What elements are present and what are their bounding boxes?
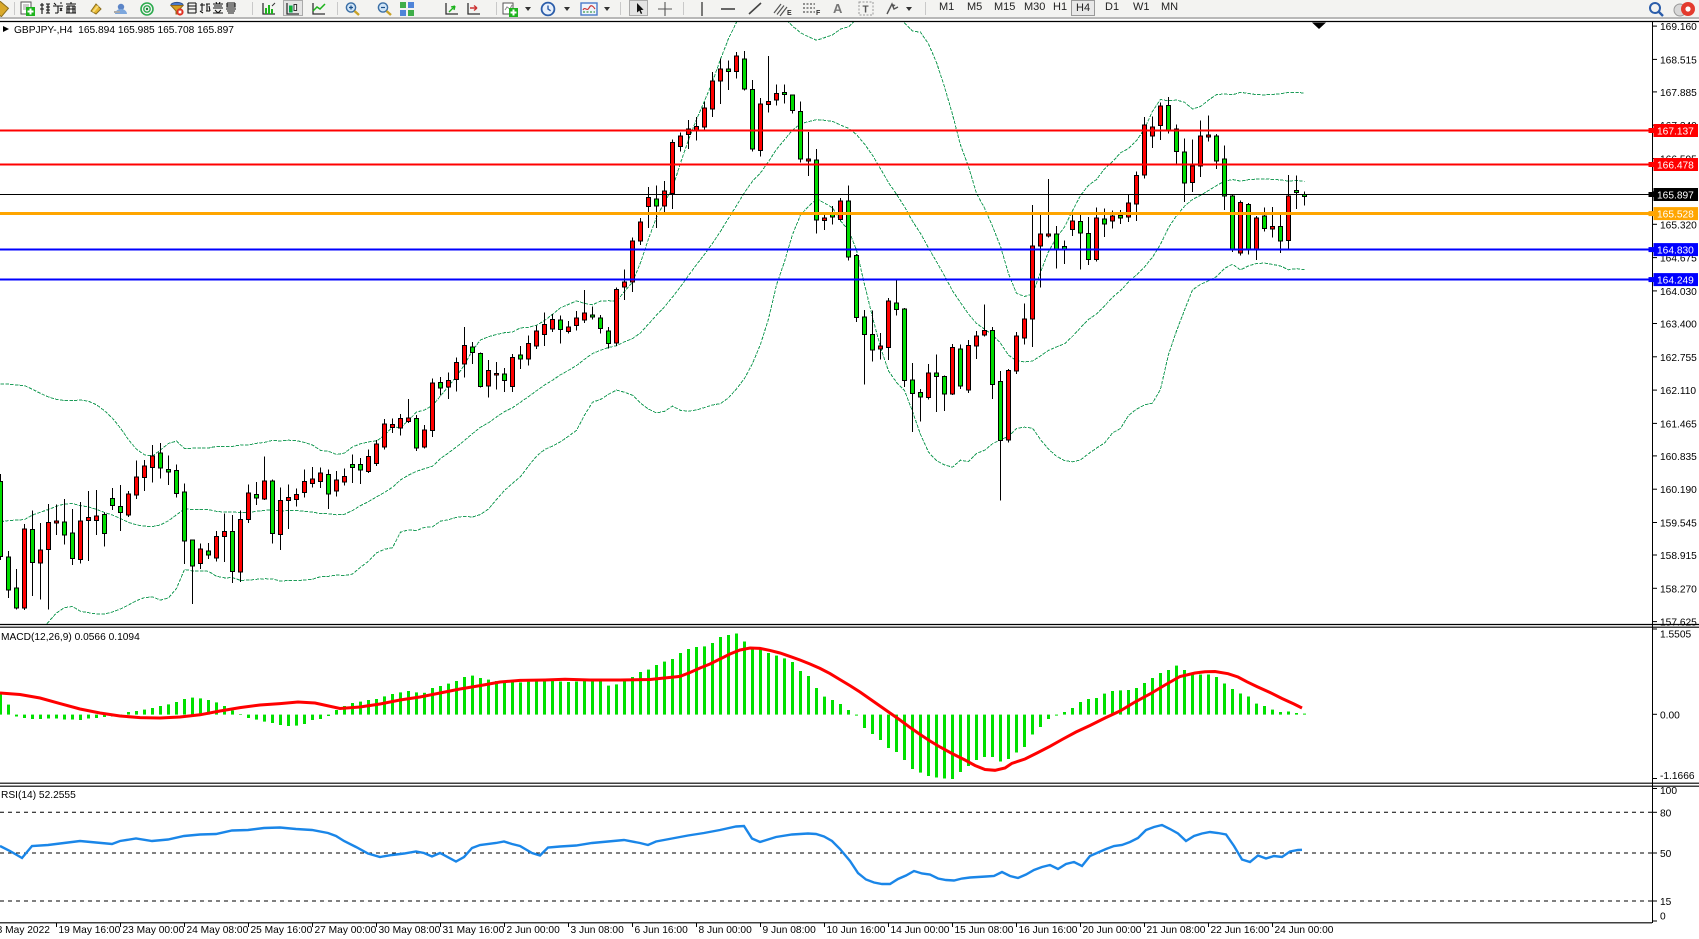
svg-text:165.528: 165.528 bbox=[1657, 210, 1694, 221]
svg-text:23 May 00:00: 23 May 00:00 bbox=[123, 925, 185, 936]
svg-text:164.030: 164.030 bbox=[1660, 287, 1697, 298]
svg-text:30 May 08:00: 30 May 08:00 bbox=[379, 925, 441, 936]
svg-text:160.835: 160.835 bbox=[1660, 452, 1697, 463]
svg-text:15 Jun 08:00: 15 Jun 08:00 bbox=[955, 925, 1014, 936]
svg-text:MACD(12,26,9) 0.0566 0.1094: MACD(12,26,9) 0.0566 0.1094 bbox=[1, 632, 140, 643]
svg-text:0.00: 0.00 bbox=[1660, 710, 1680, 721]
svg-text:9 Jun 08:00: 9 Jun 08:00 bbox=[763, 925, 817, 936]
svg-text:6 Jun 16:00: 6 Jun 16:00 bbox=[635, 925, 689, 936]
svg-text:164.249: 164.249 bbox=[1657, 276, 1694, 287]
svg-text:167.137: 167.137 bbox=[1657, 127, 1694, 138]
svg-text:8 Jun 00:00: 8 Jun 00:00 bbox=[699, 925, 753, 936]
svg-text:169.160: 169.160 bbox=[1660, 22, 1697, 33]
svg-text:158.915: 158.915 bbox=[1660, 551, 1697, 562]
svg-text:15: 15 bbox=[1660, 897, 1672, 908]
svg-text:16 Jun 16:00: 16 Jun 16:00 bbox=[1019, 925, 1078, 936]
svg-text:3 Jun 08:00: 3 Jun 08:00 bbox=[571, 925, 625, 936]
svg-text:31 May 16:00: 31 May 16:00 bbox=[443, 925, 505, 936]
svg-text:-1.1666: -1.1666 bbox=[1660, 771, 1695, 782]
svg-text:RSI(14) 52.2555: RSI(14) 52.2555 bbox=[1, 790, 76, 801]
svg-text:163.400: 163.400 bbox=[1660, 320, 1697, 331]
svg-text:165.897: 165.897 bbox=[1657, 191, 1694, 202]
svg-text:80: 80 bbox=[1660, 808, 1672, 819]
svg-text:0: 0 bbox=[1660, 912, 1666, 923]
svg-text:24 May 08:00: 24 May 08:00 bbox=[187, 925, 249, 936]
svg-text:19 May 16:00: 19 May 16:00 bbox=[59, 925, 121, 936]
svg-text:165.320: 165.320 bbox=[1660, 220, 1697, 231]
svg-text:F: F bbox=[816, 10, 821, 17]
svg-text:161.465: 161.465 bbox=[1660, 419, 1697, 430]
svg-text:50: 50 bbox=[1660, 849, 1672, 860]
svg-text:10 Jun 16:00: 10 Jun 16:00 bbox=[827, 925, 886, 936]
svg-text:168.515: 168.515 bbox=[1660, 55, 1697, 66]
svg-text:GBPJPY-,H4 165.894 165.985 16: GBPJPY-,H4 165.894 165.985 165.708 165.8… bbox=[14, 25, 234, 36]
svg-text:159.545: 159.545 bbox=[1660, 519, 1697, 530]
svg-text:1.5505: 1.5505 bbox=[1660, 630, 1691, 641]
svg-text:158.270: 158.270 bbox=[1660, 584, 1697, 595]
svg-text:27 May 00:00: 27 May 00:00 bbox=[315, 925, 377, 936]
svg-text:24 Jun 00:00: 24 Jun 00:00 bbox=[1275, 925, 1334, 936]
svg-text:157.625: 157.625 bbox=[1660, 618, 1697, 629]
svg-text:162.110: 162.110 bbox=[1660, 386, 1696, 397]
svg-text:20 Jun 00:00: 20 Jun 00:00 bbox=[1083, 925, 1142, 936]
svg-text:167.885: 167.885 bbox=[1660, 88, 1697, 99]
svg-text:166.478: 166.478 bbox=[1657, 161, 1694, 172]
svg-text:162.755: 162.755 bbox=[1660, 353, 1697, 364]
svg-text:164.675: 164.675 bbox=[1660, 254, 1697, 265]
svg-text:18 May 2022: 18 May 2022 bbox=[0, 925, 50, 936]
svg-text:100: 100 bbox=[1660, 786, 1677, 797]
svg-text:14 Jun 00:00: 14 Jun 00:00 bbox=[891, 925, 950, 936]
svg-text:25 May 16:00: 25 May 16:00 bbox=[251, 925, 313, 936]
svg-text:2 Jun 00:00: 2 Jun 00:00 bbox=[507, 925, 561, 936]
svg-text:22 Jun 16:00: 22 Jun 16:00 bbox=[1211, 925, 1270, 936]
svg-text:164.830: 164.830 bbox=[1657, 246, 1694, 257]
svg-text:E: E bbox=[787, 10, 792, 17]
svg-text:21 Jun 08:00: 21 Jun 08:00 bbox=[1147, 925, 1206, 936]
svg-text:T: T bbox=[863, 5, 869, 16]
svg-text:160.190: 160.190 bbox=[1660, 485, 1697, 496]
